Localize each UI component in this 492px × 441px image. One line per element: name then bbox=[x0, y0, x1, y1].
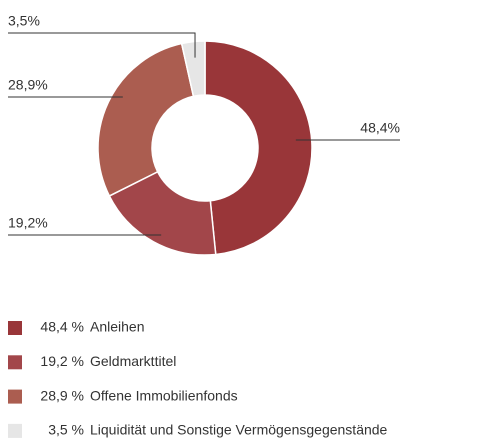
legend-swatch bbox=[8, 321, 22, 335]
legend-value: 19,2 % bbox=[40, 353, 84, 369]
donut-segment bbox=[97, 42, 195, 197]
donut-segment bbox=[180, 40, 206, 98]
legend-value: 3,5 % bbox=[48, 422, 84, 438]
data-label: 28,9% bbox=[8, 77, 48, 93]
legend-label: Geldmarkttitel bbox=[90, 353, 176, 369]
legend-label: Offene Immobilienfonds bbox=[90, 387, 238, 403]
legend-label: Anleihen bbox=[90, 319, 145, 335]
legend-swatch bbox=[8, 389, 22, 404]
legend-swatch bbox=[8, 355, 22, 370]
data-label: 19,2% bbox=[8, 215, 48, 231]
legend-value: 28,9 % bbox=[40, 387, 84, 403]
legend-label: Liquidität und Sonstige Vermögensgegenst… bbox=[90, 422, 388, 438]
legend-swatch bbox=[8, 423, 22, 438]
data-label: 48,4% bbox=[360, 120, 400, 136]
data-label: 3,5% bbox=[8, 13, 40, 29]
legend-value: 48,4 % bbox=[40, 319, 84, 335]
donut-segment bbox=[204, 40, 313, 256]
callout-line bbox=[8, 32, 196, 58]
